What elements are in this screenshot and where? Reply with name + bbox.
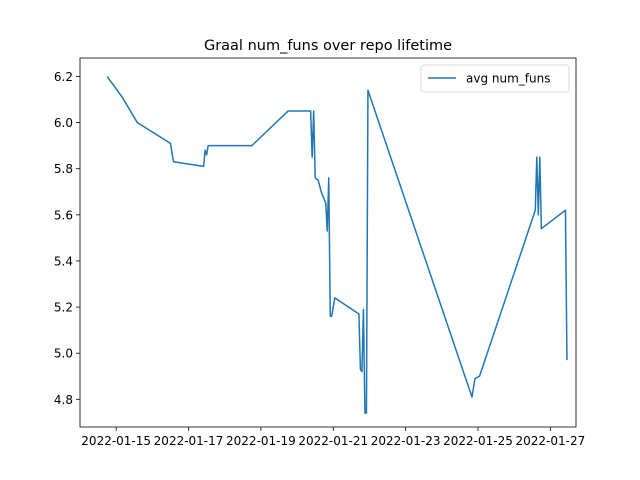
series-line	[106, 76, 568, 414]
x-tick-label: 2022-01-19	[226, 434, 296, 448]
x-tick-label: 2022-01-21	[298, 434, 368, 448]
y-tick-label: 6.2	[54, 70, 73, 84]
y-tick-label: 5.0	[54, 347, 73, 361]
x-tick-label: 2022-01-25	[443, 434, 513, 448]
x-tick-label: 2022-01-27	[515, 434, 585, 448]
y-axis: 4.8 5.0 5.2 5.4 5.6 5.8 6.0 6.2	[54, 70, 80, 407]
chart-title: Graal num_funs over repo lifetime	[204, 38, 452, 54]
y-tick-label: 4.8	[54, 393, 73, 407]
legend-box	[420, 64, 570, 93]
x-tick-label: 2022-01-17	[154, 434, 224, 448]
legend-series-label: avg num_funs	[466, 72, 550, 86]
y-tick-label: 5.4	[54, 254, 73, 268]
x-tick-label: 2022-01-23	[371, 434, 441, 448]
y-tick-label: 5.2	[54, 301, 73, 315]
y-tick-label: 6.0	[54, 116, 73, 130]
axes-frame	[79, 57, 577, 428]
y-tick-label: 5.6	[54, 208, 73, 222]
x-tick-label: 2022-01-15	[81, 434, 151, 448]
legend: avg num_funs	[420, 64, 570, 93]
x-axis: 2022-01-15 2022-01-17 2022-01-19 2022-01-21…	[81, 427, 585, 448]
y-tick-label: 5.8	[54, 162, 73, 176]
